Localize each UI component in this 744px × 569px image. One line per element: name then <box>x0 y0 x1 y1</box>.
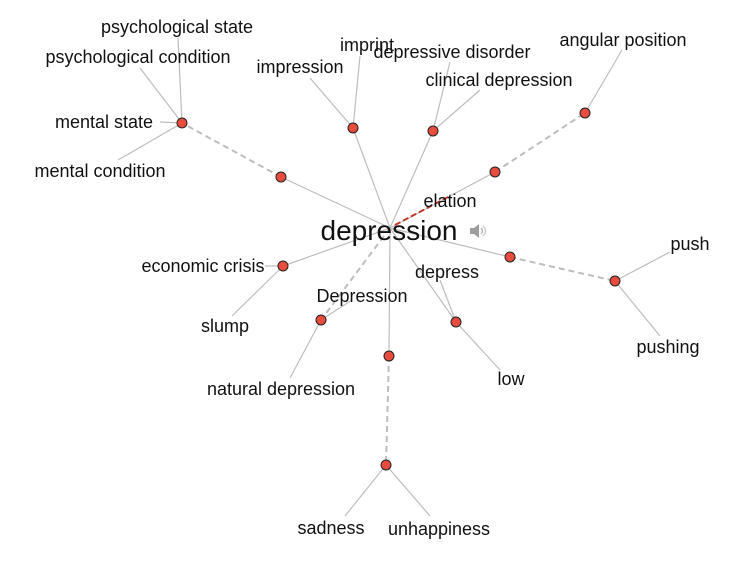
label-angular-position[interactable]: angular position <box>559 30 686 50</box>
edge-depressive-label <box>432 61 451 132</box>
label-mental-state[interactable]: mental state <box>55 112 153 132</box>
node-sadness[interactable] <box>380 459 392 471</box>
label-depression-capital[interactable]: Depression <box>316 286 407 306</box>
label-clinical-depression[interactable]: clinical depression <box>425 70 572 90</box>
edge-mental-condition <box>117 122 183 161</box>
edge-imprint-label <box>352 55 361 129</box>
edge-mentalstate-link <box>181 122 282 178</box>
node-natural-depression[interactable] <box>315 314 327 326</box>
edge-sadness-link <box>385 355 390 466</box>
edge-pushing-label <box>614 280 661 337</box>
edge-hub-low <box>389 227 457 323</box>
label-push[interactable]: push <box>670 234 709 254</box>
node-low[interactable] <box>450 316 462 328</box>
edge-push-link <box>509 256 616 282</box>
edge-low-label <box>455 321 501 371</box>
node-sadness-link[interactable] <box>383 350 395 362</box>
label-pushing[interactable]: pushing <box>636 337 699 357</box>
edge-hub-elation <box>394 196 449 226</box>
label-psychological-state[interactable]: psychological state <box>101 17 253 37</box>
edge-sadness-label <box>344 464 387 517</box>
edge-hub-natural <box>320 227 391 321</box>
label-impression[interactable]: impression <box>256 57 343 77</box>
nodes <box>176 107 621 471</box>
edge-push-label <box>614 251 671 282</box>
node-mental-state-link[interactable] <box>275 171 287 183</box>
label-depression-center[interactable]: depression <box>321 215 458 246</box>
edge-natural-label <box>289 319 322 379</box>
label-economic-crisis[interactable]: economic crisis <box>141 256 264 276</box>
label-mental-condition[interactable]: mental condition <box>34 161 165 181</box>
edge-impression-label <box>309 77 354 129</box>
node-clinical-depression[interactable] <box>427 125 439 137</box>
label-sadness[interactable]: sadness <box>297 518 364 538</box>
edge-hub-push-inner <box>389 227 511 258</box>
edge-hub-economic <box>282 227 391 267</box>
node-angular-position[interactable] <box>579 107 591 119</box>
label-depress[interactable]: depress <box>415 262 479 282</box>
label-elation[interactable]: elation <box>423 191 476 211</box>
edge-hub-clinical <box>389 130 434 229</box>
edge-hub-impression <box>352 127 391 229</box>
edge-psych-condition <box>139 67 183 124</box>
node-mental-state[interactable] <box>176 117 188 129</box>
label-imprint[interactable]: imprint <box>340 35 394 55</box>
edge-clinical-label <box>432 89 481 132</box>
edges <box>117 37 671 517</box>
node-impression[interactable] <box>347 122 359 134</box>
edge-hub-mentalstate-inner <box>280 176 391 229</box>
node-angular-link[interactable] <box>489 166 501 178</box>
label-depressive-disorder[interactable]: depressive disorder <box>373 42 530 62</box>
node-economic-crisis[interactable] <box>277 260 289 272</box>
label-natural-depression[interactable]: natural depression <box>207 379 355 399</box>
node-push[interactable] <box>609 275 621 287</box>
label-psychological-condition[interactable]: psychological condition <box>45 47 230 67</box>
label-slump[interactable]: slump <box>201 316 249 336</box>
edge-angular-label <box>584 49 623 114</box>
edge-hub-sadness-inner <box>388 227 391 357</box>
edge-unhappiness-label <box>385 464 431 517</box>
speaker-icon[interactable] <box>470 224 487 238</box>
edge-slump <box>231 265 284 317</box>
edge-depress-label <box>439 279 457 323</box>
node-push-link[interactable] <box>504 251 516 263</box>
label-unhappiness[interactable]: unhappiness <box>388 519 490 539</box>
edge-depression-cap-label <box>320 299 353 321</box>
edge-angular-link <box>494 112 586 173</box>
label-low[interactable]: low <box>497 369 525 389</box>
edge-psych-state <box>177 37 183 124</box>
labels: psychological state psychological condit… <box>34 17 709 539</box>
